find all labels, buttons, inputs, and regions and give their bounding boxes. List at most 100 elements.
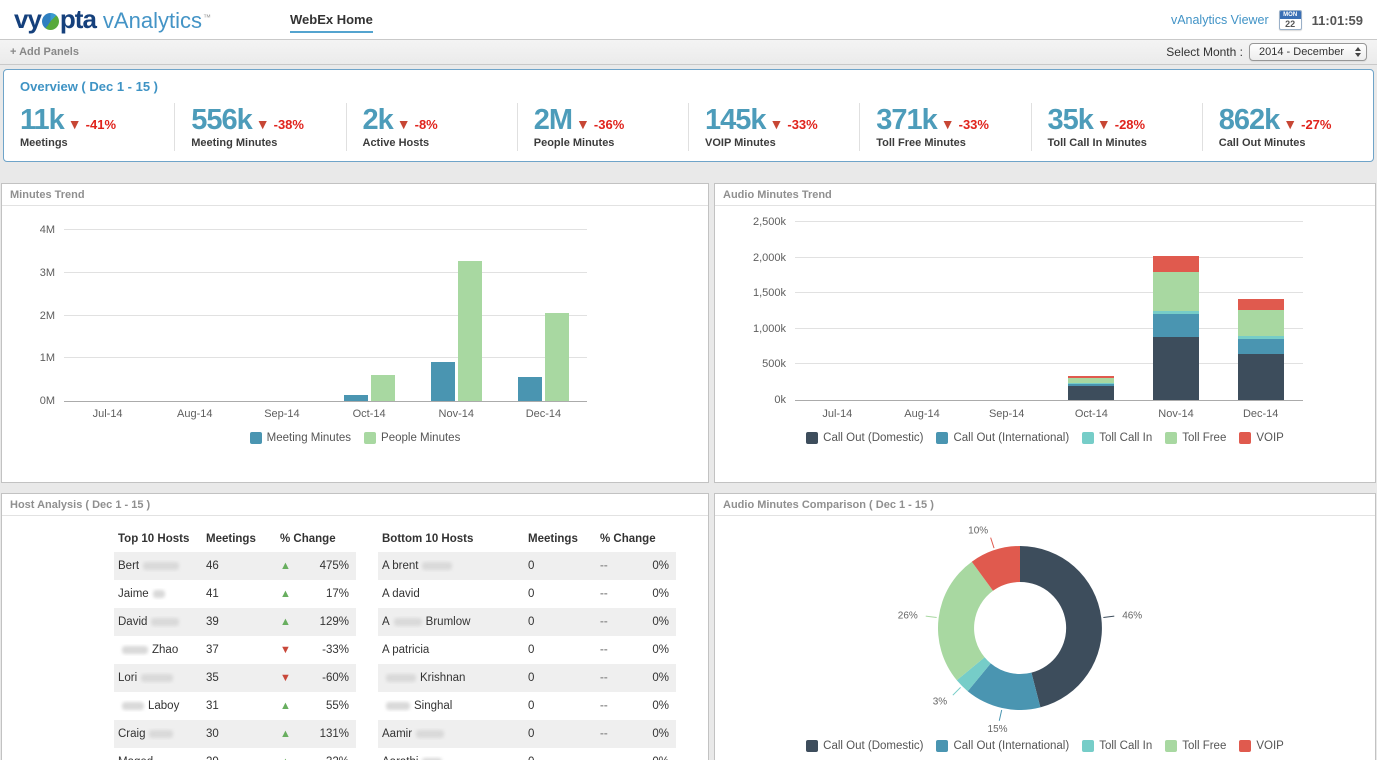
bar-group-nov-14	[413, 261, 500, 401]
stacked-bar	[1068, 376, 1115, 400]
overview-panel-title: Overview ( Dec 1 - 15 )	[20, 79, 159, 94]
table-row: Krishnan 0 -- 0%	[378, 664, 676, 692]
bar-segment-call-out-domestic	[1153, 337, 1200, 400]
bar-meeting-minutes	[430, 362, 455, 401]
audio-comparison-legend: Call Out (Domestic) Call Out (Internation…	[715, 740, 1375, 752]
no-change-icon: --	[600, 588, 608, 600]
stacked-bar	[1237, 299, 1284, 400]
overview-panel: Overview ( Dec 1 - 15 ) 11k ▼ -41% Meetings…	[3, 69, 1374, 162]
gridline	[64, 271, 587, 273]
kpi-card-people-minutes: 2M ▼ -36% People Minutes	[516, 103, 688, 151]
trend-down-icon: ▼	[280, 644, 291, 656]
legend-item-voip[interactable]: VOIP	[1239, 432, 1284, 444]
host-name: A Brumlow	[378, 616, 528, 628]
vyopta-logo: vy pta vAnalytics ™	[14, 4, 211, 35]
bar-segment-call-out-domestic	[1068, 386, 1115, 400]
table-row: A brent 0 -- 0%	[378, 552, 676, 580]
bar-segment-toll-free	[1153, 272, 1200, 311]
month-select[interactable]: 2014 - December	[1249, 43, 1367, 61]
legend-label: Toll Free	[1182, 740, 1227, 752]
host-name: Maged	[114, 756, 206, 760]
meetings-count: 0	[528, 728, 535, 740]
toolbar: + Add Panels Select Month : 2014 - Decem…	[0, 40, 1377, 65]
legend-item-call-out-domestic[interactable]: Call Out (Domestic)	[806, 432, 923, 444]
host-name: Krishnan	[378, 672, 528, 684]
host-name-text: Bert	[118, 560, 140, 572]
legend-item-meeting-minutes[interactable]: Meeting Minutes	[249, 432, 351, 444]
no-change-icon: --	[600, 616, 608, 628]
gridline	[795, 327, 1303, 329]
panel-title: Audio Minutes Comparison ( Dec 1 - 15 )	[715, 494, 1375, 516]
x-axis-tick-label: Aug-14	[177, 408, 213, 420]
minutes-trend-legend: Meeting Minutes People Minutes	[2, 432, 708, 444]
legend-label: Call Out (Domestic)	[823, 740, 924, 752]
host-name-text: Aarathi	[382, 756, 418, 760]
trend-up-icon: ▲	[280, 756, 291, 760]
no-change-icon: --	[600, 560, 608, 572]
x-axis-tick-label: Aug-14	[904, 408, 940, 420]
table-row: Aamir 0 -- 0%	[378, 720, 676, 748]
meetings-count: 0	[528, 616, 535, 628]
add-panels-button[interactable]: + Add Panels	[10, 46, 79, 58]
legend-item-call-out-international[interactable]: Call Out (International)	[936, 740, 1069, 752]
table-row: Bert 46 ▲ 475%	[114, 552, 356, 580]
kpi-label: Call Out Minutes	[1218, 137, 1306, 149]
change-percent: 0%	[652, 728, 669, 740]
clock-time: 11:01:59	[1311, 12, 1363, 28]
host-name: Aamir	[378, 728, 528, 740]
kpi-card-active-hosts: 2k ▼ -8% Active Hosts	[345, 103, 517, 151]
legend-label: Call Out (Domestic)	[823, 432, 924, 444]
legend-item-toll-call-in[interactable]: Toll Call In	[1082, 432, 1152, 444]
change-cell: -- 0%	[600, 700, 676, 712]
legend-item-call-out-international[interactable]: Call Out (International)	[936, 432, 1069, 444]
host-analysis-panel: Host Analysis ( Dec 1 - 15 ) Top 10 Host…	[1, 493, 709, 760]
kpi-delta: -41%	[85, 117, 117, 132]
donut-percent-label: 15%	[988, 724, 1008, 735]
legend-label: Toll Call In	[1099, 740, 1153, 752]
y-axis-tick-label: 3M	[39, 266, 55, 279]
no-change-icon: --	[600, 728, 608, 740]
donut-percent-label: 3%	[933, 696, 948, 707]
kpi-card-meetings: 11k ▼ -41% Meetings	[4, 103, 174, 151]
legend-item-people-minutes[interactable]: People Minutes	[364, 432, 460, 444]
meetings-count: 0	[528, 672, 535, 684]
host-name-text: Aamir	[382, 728, 413, 740]
bar-segment-toll-call-in	[1153, 311, 1200, 314]
kpi-label: Toll Call In Minutes	[1047, 137, 1147, 149]
change-cell: ▲ 129%	[280, 616, 356, 628]
legend-swatch-icon	[806, 432, 819, 444]
meetings-count: 29	[206, 756, 280, 760]
legend-item-toll-free[interactable]: Toll Free	[1165, 432, 1226, 444]
legend-item-toll-free[interactable]: Toll Free	[1165, 740, 1226, 752]
meetings-count: 31	[206, 700, 219, 712]
host-table: Bottom 10 Hosts Meetings% Change A brent 0-…	[378, 526, 676, 760]
gridline	[795, 256, 1303, 258]
kpi-delta: -38%	[273, 117, 304, 132]
bar-segment-voip	[1153, 256, 1200, 272]
kpi-delta: -27%	[1301, 117, 1332, 132]
legend-item-toll-call-in[interactable]: Toll Call In	[1082, 740, 1152, 752]
donut-label-leader-line	[998, 709, 1003, 721]
redacted-text	[422, 757, 443, 760]
tab-webex-home[interactable]: WebEx Home	[290, 12, 373, 33]
trademark-symbol: ™	[202, 13, 211, 22]
table-row: A Brumlow 0 -- 0%	[378, 608, 676, 636]
table-row: Zhao 37 ▼ -33%	[114, 636, 356, 664]
vanalytics-viewer-link[interactable]: vAnalytics Viewer	[1170, 13, 1269, 27]
kpi-value: 35k	[1047, 104, 1094, 136]
legend-swatch-icon	[1082, 432, 1095, 444]
change-cell: -- 0%	[600, 644, 676, 656]
redacted-text	[149, 729, 174, 738]
kpi-label: People Minutes	[533, 137, 615, 149]
legend-item-voip[interactable]: VOIP	[1239, 740, 1284, 752]
legend-swatch-icon	[249, 432, 262, 444]
donut-label-leader-line	[952, 687, 961, 696]
meetings-count: 0	[528, 644, 535, 656]
trend-down-icon: ▼	[280, 672, 291, 684]
change-percent: 0%	[652, 588, 669, 600]
legend-item-call-out-domestic[interactable]: Call Out (Domestic)	[806, 740, 923, 752]
host-name: Laboy	[114, 700, 206, 712]
bar-segment-call-out-international	[1237, 339, 1284, 354]
change-cell: -- 0%	[600, 672, 676, 684]
bar-group-oct-14	[326, 375, 413, 401]
